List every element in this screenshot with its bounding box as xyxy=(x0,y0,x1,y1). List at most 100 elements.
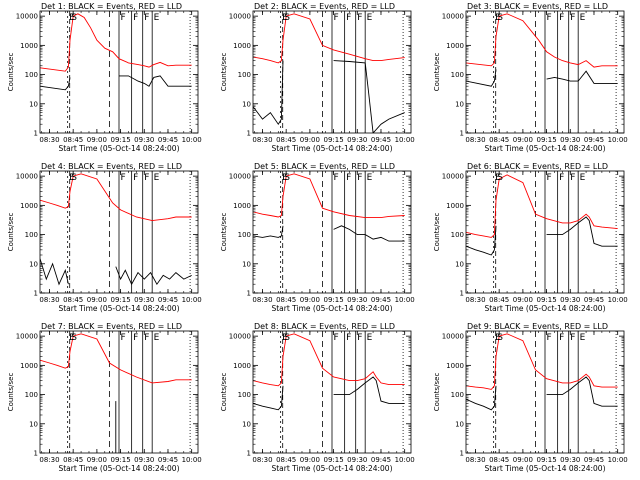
plot-frame xyxy=(39,10,199,134)
x-tick-label: 09:00 xyxy=(300,136,320,144)
plot-area xyxy=(253,331,405,453)
x-tick-label: 09:30 xyxy=(134,456,154,464)
x-tick-label: 09:15 xyxy=(110,456,130,464)
x-tick-label: 09:45 xyxy=(584,456,604,464)
marker-label: E xyxy=(69,13,75,23)
lld-series-line xyxy=(253,333,405,387)
x-tick-label: 08:45 xyxy=(489,456,509,464)
y-axis-label: Counts/sec xyxy=(433,213,441,252)
marker-label: E xyxy=(580,13,586,23)
plot-area xyxy=(40,171,192,293)
y-axis-label: Counts/sec xyxy=(220,213,228,252)
y-tick-label: 10 xyxy=(242,420,251,428)
y-tick-label: 100 xyxy=(238,391,251,399)
marker-label: F xyxy=(144,333,149,343)
marker-label: S xyxy=(284,13,290,23)
x-tick-label: 09:30 xyxy=(560,296,580,304)
lld-series-line xyxy=(40,173,192,222)
marker-label: E xyxy=(154,13,160,23)
marker-label: F xyxy=(121,333,126,343)
y-tick-label: 1 xyxy=(34,290,38,298)
marker-label: E xyxy=(367,173,373,183)
x-tick-label: 09:30 xyxy=(347,136,367,144)
y-tick-label: 10 xyxy=(455,260,464,268)
x-tick-label: 09:15 xyxy=(536,136,556,144)
y-tick-label: 1 xyxy=(460,130,464,138)
marker-label: F xyxy=(133,333,138,343)
marker-label: S xyxy=(284,333,290,343)
lld-series-line xyxy=(40,13,192,72)
y-tick-label: 10000 xyxy=(16,173,38,181)
marker-label: F xyxy=(144,173,149,183)
x-tick-label: 09:45 xyxy=(584,296,604,304)
y-tick-label: 10000 xyxy=(229,173,251,181)
plot-area xyxy=(466,331,618,453)
x-tick-label: 09:00 xyxy=(513,456,533,464)
plot-area xyxy=(466,171,618,293)
x-tick-label: 10:00 xyxy=(608,296,628,304)
x-tick-label: 09:00 xyxy=(87,136,107,144)
marker-label: E xyxy=(367,13,373,23)
x-tick-label: 09:15 xyxy=(110,296,130,304)
marker-label: F xyxy=(133,13,138,23)
plot-frame xyxy=(465,170,625,294)
marker-label: F xyxy=(121,13,126,23)
lld-series-line xyxy=(253,173,405,219)
y-tick-label: 100 xyxy=(451,231,464,239)
marker-label: F xyxy=(334,173,339,183)
x-tick-label: 09:15 xyxy=(323,456,343,464)
y-tick-label: 10000 xyxy=(229,333,251,341)
y-tick-label: 1 xyxy=(460,450,464,458)
marker-label: F xyxy=(121,173,126,183)
x-tick-label: 08:45 xyxy=(276,296,296,304)
y-axis-label: Counts/sec xyxy=(220,53,228,92)
marker-label: F xyxy=(133,173,138,183)
marker-label: S xyxy=(284,173,290,183)
y-tick-label: 10 xyxy=(455,100,464,108)
x-axis-label: Start Time (05-Oct-14 08:24:00) xyxy=(271,464,392,473)
x-tick-label: 09:15 xyxy=(536,456,556,464)
x-tick-label: 10:00 xyxy=(182,456,202,464)
events-series-line xyxy=(466,69,618,87)
y-tick-label: 10000 xyxy=(16,333,38,341)
x-tick-label: 09:00 xyxy=(300,456,320,464)
x-tick-label: 09:00 xyxy=(300,296,320,304)
y-tick-label: 100 xyxy=(238,231,251,239)
x-tick-label: 08:45 xyxy=(63,296,83,304)
plot-frame xyxy=(39,170,199,294)
y-tick-label: 1000 xyxy=(233,362,251,370)
y-tick-label: 1000 xyxy=(20,362,38,370)
x-axis-label: Start Time (05-Oct-14 08:24:00) xyxy=(58,304,179,313)
y-axis-label: Counts/sec xyxy=(7,213,15,252)
panel-title: Det 6: BLACK = Events, RED = LLD xyxy=(467,162,608,171)
marker-label: F xyxy=(346,333,351,343)
marker-label: E xyxy=(154,333,160,343)
x-tick-label: 08:45 xyxy=(489,296,509,304)
y-tick-label: 10000 xyxy=(229,13,251,21)
plot-frame xyxy=(252,330,412,454)
x-tick-label: 08:30 xyxy=(252,456,272,464)
y-tick-label: 1 xyxy=(34,130,38,138)
x-tick-label: 09:30 xyxy=(347,296,367,304)
events-series-line xyxy=(466,216,618,256)
marker-label: F xyxy=(357,13,362,23)
x-tick-label: 09:30 xyxy=(560,456,580,464)
x-tick-label: 10:00 xyxy=(395,456,415,464)
x-axis-label: Start Time (05-Oct-14 08:24:00) xyxy=(271,304,392,313)
x-tick-label: 09:45 xyxy=(158,136,178,144)
y-tick-label: 10 xyxy=(29,420,38,428)
x-tick-label: 08:30 xyxy=(465,456,485,464)
y-axis-label: Counts/sec xyxy=(220,373,228,412)
marker-label: F xyxy=(144,13,149,23)
plot-area xyxy=(40,331,192,453)
marker-label: F xyxy=(357,173,362,183)
marker-label: S xyxy=(71,333,77,343)
plot-frame xyxy=(39,330,199,454)
x-tick-label: 09:00 xyxy=(513,136,533,144)
y-tick-label: 1000 xyxy=(446,42,464,50)
